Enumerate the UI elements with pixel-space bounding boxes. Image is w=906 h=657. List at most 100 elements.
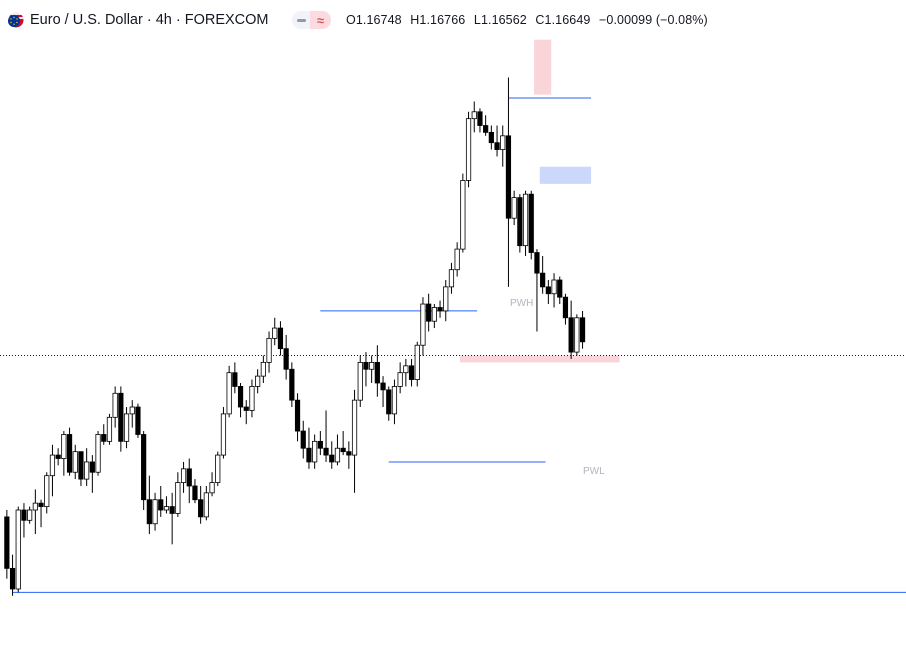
candle-bullish <box>32 489 38 535</box>
candle-bearish <box>579 310 586 349</box>
candle-bearish <box>340 431 346 456</box>
symbol-title[interactable]: Euro / U.S. Dollar · 4h · FOREXCOM <box>30 12 269 28</box>
candle-bearish <box>21 503 27 538</box>
candle-bearish <box>186 458 192 504</box>
candle-bearish <box>141 431 147 511</box>
ohlc-open: O1.16748 <box>346 13 402 27</box>
candle-bearish <box>289 362 295 408</box>
candle-bearish <box>494 125 500 157</box>
candle-bullish <box>420 297 426 356</box>
candle-bullish <box>180 461 187 493</box>
candle-body <box>346 451 352 456</box>
candle-body <box>169 506 175 514</box>
candle-body <box>186 468 192 487</box>
candle-body <box>391 386 398 415</box>
indicator-toggle-pill[interactable]: ≈ <box>292 11 331 29</box>
candle-bullish <box>511 190 517 226</box>
candle-body <box>380 382 386 391</box>
fvg-zone-1 <box>539 166 592 184</box>
candle-bearish <box>426 293 432 332</box>
candle-bearish <box>562 293 569 325</box>
candle-body <box>465 118 472 181</box>
candle-bearish <box>66 427 73 476</box>
candle-bullish <box>226 365 232 418</box>
candle-bullish <box>460 173 466 253</box>
candle-body <box>55 454 61 459</box>
candle-body <box>351 399 358 456</box>
candle-body <box>545 286 551 295</box>
candle-bearish <box>306 427 312 469</box>
candle-body <box>551 279 557 295</box>
candle-bearish <box>317 431 323 456</box>
pwl-label: PWL <box>583 466 605 477</box>
candle-bearish <box>283 334 289 380</box>
candle-bearish <box>4 510 10 579</box>
minus-icon[interactable] <box>292 11 310 29</box>
candle-body <box>192 485 198 501</box>
candle-body <box>38 502 44 507</box>
candle-body <box>15 509 21 590</box>
candle-bearish <box>528 190 534 260</box>
candle-bullish <box>471 101 477 133</box>
candle-bearish <box>488 125 494 150</box>
candle-body <box>522 193 529 247</box>
candle-bullish <box>129 400 135 428</box>
candle-body <box>312 440 318 463</box>
candle-body <box>123 413 130 442</box>
candle-body <box>21 509 27 521</box>
supply-zone-0 <box>534 39 552 95</box>
candle-bullish <box>249 379 255 418</box>
candle-body <box>334 447 341 463</box>
candle-body <box>540 272 546 288</box>
candle-bullish <box>72 444 78 480</box>
candle-body <box>203 492 209 518</box>
candle-bullish <box>357 355 363 408</box>
candle-bullish <box>220 407 227 459</box>
candle-bearish <box>534 249 540 332</box>
candle-body <box>483 125 489 133</box>
candle-bearish <box>38 499 44 528</box>
candle-bearish <box>329 441 335 469</box>
candle-body <box>237 386 244 408</box>
candle-body <box>266 337 272 363</box>
candle-body <box>408 365 415 380</box>
candle-bullish <box>255 369 261 394</box>
candle-body <box>49 454 56 477</box>
approx-wave-icon[interactable]: ≈ <box>310 11 331 29</box>
candle-bearish <box>363 352 369 387</box>
candle-body <box>329 454 335 463</box>
ohlc-high: H1.16766 <box>410 13 466 27</box>
candle-bullish <box>500 125 506 167</box>
candle-bearish <box>135 403 141 438</box>
candle-body <box>369 361 375 370</box>
ohlc-close: C1.16649 <box>535 13 591 27</box>
candle-bearish <box>517 194 523 253</box>
candle-bullish <box>431 304 437 329</box>
candle-body <box>448 269 455 288</box>
candle-bearish <box>300 420 306 459</box>
candle-bearish <box>505 77 512 287</box>
candle-body <box>106 416 113 442</box>
candle-body <box>488 131 494 144</box>
candle-bearish <box>232 362 238 394</box>
candle-bullish <box>175 472 181 517</box>
candle-body <box>163 506 170 511</box>
candle-bearish <box>380 376 386 408</box>
candle-body <box>420 303 426 346</box>
candle-bearish <box>294 393 301 442</box>
candle-body <box>574 317 580 353</box>
candle-bullish <box>15 506 21 593</box>
candle-body <box>505 135 512 219</box>
candle-body <box>294 399 301 432</box>
candle-bearish <box>408 358 415 387</box>
pwh-label: PWH <box>510 298 533 309</box>
candle-body <box>226 372 232 415</box>
candle-bearish <box>346 441 352 469</box>
candle-bearish <box>545 280 551 305</box>
candle-body <box>443 286 449 312</box>
candle-body <box>403 365 409 374</box>
candle-bearish <box>277 321 284 356</box>
candle-body <box>579 317 586 343</box>
candle-bearish <box>118 386 124 452</box>
